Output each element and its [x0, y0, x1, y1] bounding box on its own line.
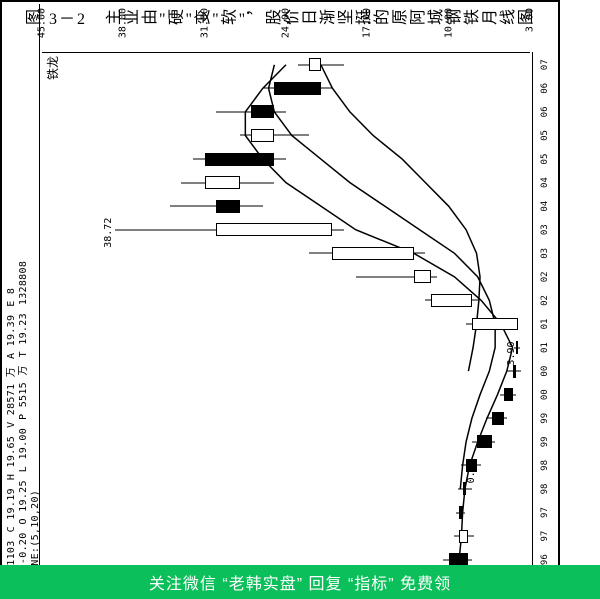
candle	[42, 318, 530, 331]
footer-text: 关注微信 “老韩实盘” 回复 “指标” 免费领	[149, 570, 451, 594]
hdr-l: L 19.00	[18, 428, 30, 472]
candle	[42, 388, 530, 401]
x-tick-label: 01	[540, 342, 550, 353]
hdr-e: E 8	[6, 288, 18, 307]
candle	[42, 459, 530, 472]
figure-caption: 图 3－2 主业由"硬"变"软"，股价日渐坚挺的原阿城钢铁月线图	[0, 4, 560, 36]
price-annotation: 38.72	[103, 218, 114, 248]
stock-chart: 20001103 C 19.19 H 19.65 V 28571 万 A 19.…	[0, 0, 560, 599]
hdr-t: T 19.23	[18, 313, 30, 357]
x-tick-label: 96	[540, 554, 550, 565]
x-tick-label: 04	[540, 201, 550, 212]
x-tick-label: 07	[540, 59, 550, 70]
x-tick-label: 99	[540, 413, 550, 424]
candle	[42, 223, 530, 236]
candle	[42, 270, 530, 283]
plot-area: 45.0038.0031.0024.0017.0010.003.0038.720…	[42, 52, 530, 595]
x-tick-label: 01	[540, 319, 550, 330]
candle	[42, 58, 530, 71]
hdr-a: A 19.39	[6, 315, 18, 359]
candle	[42, 435, 530, 448]
figure-caption-text: 图 3－2 主业由"硬"变"软"，股价日渐坚挺的原阿城钢铁月线图	[25, 8, 535, 32]
candle	[42, 129, 530, 142]
hdr-v: V 28571 万	[6, 367, 18, 428]
candle	[42, 530, 530, 543]
x-tick-label: 02	[540, 295, 550, 306]
candle	[42, 82, 530, 95]
candle	[42, 247, 530, 260]
rotated-chart-wrap: 20001103 C 19.19 H 19.65 V 28571 万 A 19.…	[0, 0, 560, 599]
hdr-o: O 19.25	[18, 480, 30, 524]
candle	[42, 482, 530, 495]
x-tick-label: 98	[540, 460, 550, 471]
x-tick-label: 00	[540, 389, 550, 400]
x-tick-label: 04	[540, 177, 550, 188]
x-tick-label: 06	[540, 83, 550, 94]
x-tick-label: 98	[540, 484, 550, 495]
x-tick-label: 06	[540, 107, 550, 118]
page: 20001103 C 19.19 H 19.65 V 28571 万 A 19.…	[0, 0, 600, 599]
candle	[42, 341, 530, 354]
hdr-p: P 5515 万	[18, 365, 30, 420]
x-axis: 9696979798989999000001010202030304040505…	[532, 52, 556, 595]
promo-footer[interactable]: 关注微信 “老韩实盘” 回复 “指标” 免费领	[0, 565, 600, 599]
candle	[42, 506, 530, 519]
x-tick-label: 00	[540, 366, 550, 377]
candle	[42, 153, 530, 166]
candle	[42, 412, 530, 425]
x-tick-label: 02	[540, 271, 550, 282]
price-annotation: 0.26	[466, 459, 477, 483]
hdr-extra: 1328808	[18, 261, 30, 305]
x-tick-label: 05	[540, 130, 550, 141]
candle	[42, 176, 530, 189]
candle	[42, 105, 530, 118]
x-tick-label: 97	[540, 531, 550, 542]
chart-header: 20001103 C 19.19 H 19.65 V 28571 万 A 19.…	[4, 4, 40, 595]
candle	[42, 365, 530, 378]
x-tick-label: 03	[540, 248, 550, 259]
x-tick-label: 97	[540, 507, 550, 518]
x-tick-label: 05	[540, 154, 550, 165]
x-tick-label: 03	[540, 224, 550, 235]
candle	[42, 200, 530, 213]
x-tick-label: 99	[540, 436, 550, 447]
hdr-h: H 19.65	[6, 436, 18, 480]
hdr-c: C 19.19	[6, 488, 18, 532]
price-annotation: 3.90	[506, 341, 517, 365]
candle	[42, 294, 530, 307]
